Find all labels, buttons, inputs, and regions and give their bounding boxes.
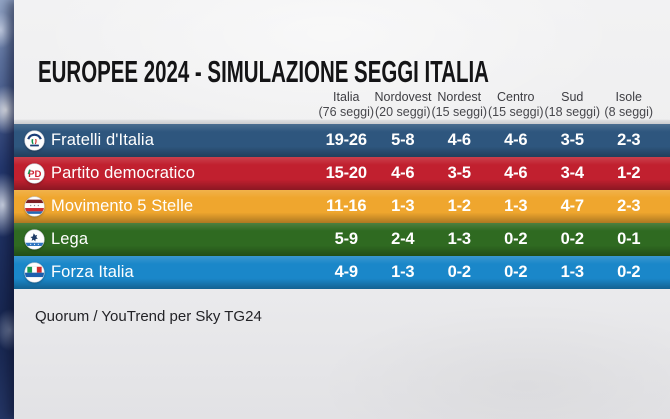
fratelli-ditalia-logo-icon	[24, 130, 45, 151]
seat-range: 11-16	[326, 197, 367, 215]
source-credit: Quorum / YouTrend per Sky TG24	[35, 308, 262, 325]
party-name: Fratelli d'Italia	[51, 131, 154, 149]
column-seats-label: (20 seggi)	[374, 105, 431, 119]
column-header-sud: Sud (18 seggi)	[544, 90, 601, 120]
seat-range: 1-3	[447, 230, 471, 248]
column-header-nordest: Nordest (15 seggi)	[431, 90, 488, 120]
table-row: PD Partito democratico 15-20 4-6 3-5 4-6…	[14, 157, 670, 190]
column-region-label: Centro	[496, 90, 535, 104]
seat-range: 1-2	[617, 164, 641, 182]
table-header-row: Italia (76 seggi) Nordovest (20 seggi) N…	[14, 90, 670, 120]
seat-range: 4-9	[334, 263, 358, 281]
party-cell: PD Partito democratico	[14, 157, 318, 190]
seat-range: 2-4	[391, 230, 415, 248]
seat-range: 3-5	[447, 164, 471, 182]
seats-table: Fratelli d'Italia 19-26 5-8 4-6 4-6 3-5 …	[14, 124, 670, 289]
column-header-isole: Isole (8 seggi)	[601, 90, 658, 120]
column-seats-label: (76 seggi)	[318, 105, 375, 119]
seat-range: 4-6	[447, 131, 471, 149]
column-region-label: Sud	[561, 90, 584, 104]
seat-range: 3-4	[560, 164, 584, 182]
seat-range: 15-20	[325, 164, 367, 182]
seat-range: 19-26	[325, 131, 367, 149]
party-cell: Fratelli d'Italia	[14, 124, 318, 157]
seat-range: 4-6	[391, 164, 415, 182]
table-row: Forza Italia 4-9 1-3 0-2 0-2 1-3 0-2	[14, 256, 670, 289]
seat-range: 0-2	[504, 230, 528, 248]
column-region-label: Nordovest	[374, 90, 432, 104]
seat-range: 5-8	[391, 131, 415, 149]
column-header-centro: Centro (15 seggi)	[488, 90, 545, 120]
page-title: EUROPEE 2024 - SIMULAZIONE SEGGI ITALIA	[38, 54, 489, 89]
party-cell: Lega	[14, 223, 318, 256]
party-name: Lega	[51, 230, 89, 248]
column-seats-label: (18 seggi)	[544, 105, 601, 119]
party-cell: Movimento 5 Stelle	[14, 190, 318, 223]
seat-range: 3-5	[560, 131, 584, 149]
seat-range: 1-3	[391, 263, 415, 281]
party-name: Movimento 5 Stelle	[51, 197, 194, 215]
column-region-label: Italia	[333, 90, 360, 104]
seat-range: 2-3	[617, 197, 641, 215]
header-spacer	[14, 90, 318, 120]
seat-range: 1-3	[504, 197, 528, 215]
seat-range: 0-2	[447, 263, 471, 281]
lega-logo-icon	[24, 229, 45, 250]
table-row: Fratelli d'Italia 19-26 5-8 4-6 4-6 3-5 …	[14, 124, 670, 157]
seat-range: 1-3	[560, 263, 584, 281]
content-panel: EUROPEE 2024 - SIMULAZIONE SEGGI ITALIA …	[14, 0, 670, 419]
column-region-label: Nordest	[437, 90, 482, 104]
seat-range: 2-3	[617, 131, 641, 149]
partito-democratico-logo-icon: PD	[24, 163, 45, 184]
seat-range: 0-1	[617, 230, 641, 248]
seat-range: 1-2	[447, 197, 471, 215]
seat-range: 5-9	[334, 230, 358, 248]
seat-range: 0-2	[617, 263, 641, 281]
column-seats-label: (8 seggi)	[604, 105, 654, 119]
seat-range: 4-7	[560, 197, 584, 215]
column-seats-label: (15 seggi)	[431, 105, 488, 119]
party-name: Forza Italia	[51, 263, 134, 281]
seat-range: 4-6	[504, 131, 528, 149]
seat-range: 0-2	[560, 230, 584, 248]
movimento-5-stelle-logo-icon	[24, 196, 45, 217]
table-row: Lega 5-9 2-4 1-3 0-2 0-2 0-1	[14, 223, 670, 256]
party-cell: Forza Italia	[14, 256, 318, 289]
seat-range: 1-3	[391, 197, 415, 215]
seat-range: 0-2	[504, 263, 528, 281]
seat-range: 4-6	[504, 164, 528, 182]
svg-text:PD: PD	[28, 169, 41, 180]
column-header-italia: Italia (76 seggi)	[318, 90, 375, 120]
forza-italia-logo-icon	[24, 262, 45, 283]
party-name: Partito democratico	[51, 164, 196, 182]
header-divider	[14, 120, 670, 124]
column-region-label: Isole	[615, 90, 642, 104]
column-header-nordovest: Nordovest (20 seggi)	[375, 90, 432, 120]
column-seats-label: (15 seggi)	[487, 105, 544, 119]
table-row: Movimento 5 Stelle 11-16 1-3 1-2 1-3 4-7…	[14, 190, 670, 223]
